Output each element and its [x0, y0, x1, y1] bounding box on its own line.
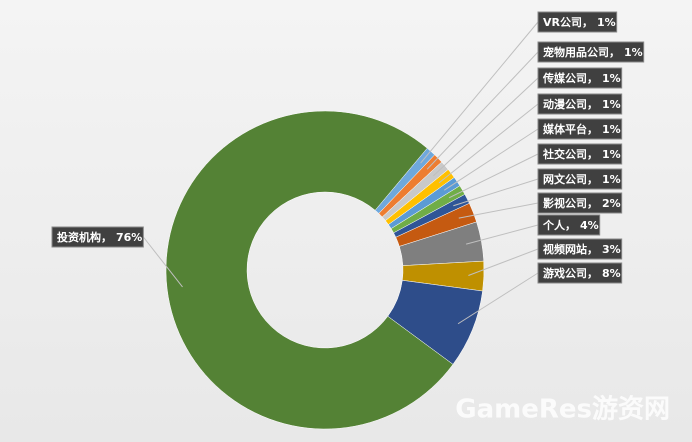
separator: ， — [587, 173, 598, 186]
value-label: 76% — [116, 231, 142, 244]
data-label: 个人， 4% — [537, 214, 601, 236]
leader-line — [458, 202, 539, 219]
data-label: 网文公司， 1% — [537, 168, 623, 190]
label-text: 动漫公司， 1% — [543, 97, 621, 111]
label-text: 网文公司， 1% — [543, 172, 621, 186]
leader-line — [438, 103, 539, 184]
value-label: 2% — [602, 197, 621, 210]
value-label: 1% — [624, 46, 643, 59]
label-box — [537, 168, 623, 190]
label-box — [537, 262, 623, 284]
value-label: 4% — [580, 219, 599, 232]
data-label: 影视公司， 2% — [537, 192, 623, 214]
label-text: 视频网站， 3% — [543, 242, 621, 256]
separator: ， — [587, 148, 598, 161]
label-text: 游戏公司， 8% — [543, 266, 621, 280]
category-name: VR公司 — [543, 16, 582, 29]
category-name: 社交公司 — [542, 147, 587, 161]
leader-line — [457, 272, 539, 325]
data-label: 传媒公司， 1% — [537, 67, 623, 89]
category-name: 宠物用品公司 — [543, 45, 609, 59]
separator: ， — [587, 123, 598, 136]
leader-line — [453, 178, 539, 207]
data-label: 投资机构， 76% — [51, 226, 144, 248]
leader-line — [420, 21, 539, 164]
label-box — [537, 238, 623, 260]
label-box — [537, 67, 623, 89]
label-text: 投资机构， 76% — [57, 230, 142, 244]
separator: ， — [587, 98, 598, 111]
leader-line — [426, 51, 539, 170]
value-label: 1% — [602, 72, 621, 85]
label-text: 宠物用品公司， 1% — [543, 45, 643, 59]
label-text: 传媒公司， 1% — [542, 71, 621, 85]
leader-line — [448, 153, 539, 199]
data-label: 社交公司， 1% — [537, 143, 623, 165]
data-label: 游戏公司， 8% — [537, 262, 623, 284]
value-label: 1% — [602, 173, 621, 186]
separator: ， — [582, 16, 593, 29]
value-label: 1% — [602, 98, 621, 111]
label-box — [537, 143, 623, 165]
leader-line — [443, 128, 539, 191]
separator: ， — [587, 243, 598, 256]
data-label: 宠物用品公司， 1% — [537, 41, 645, 63]
separator: ， — [587, 197, 598, 210]
leader-line — [142, 236, 183, 288]
category-name: 传媒公司 — [542, 71, 587, 85]
label-box — [537, 41, 645, 63]
data-label: 视频网站， 3% — [537, 238, 623, 260]
label-box — [537, 118, 623, 140]
separator: ， — [609, 46, 620, 59]
label-box — [537, 192, 623, 214]
category-name: 视频网站 — [543, 242, 587, 256]
leader-line — [432, 77, 539, 177]
leader-line — [466, 224, 539, 245]
label-text: 影视公司， 2% — [543, 196, 621, 210]
category-name: 投资机构 — [57, 230, 101, 244]
category-name: 个人 — [542, 218, 566, 232]
category-name: 动漫公司 — [543, 97, 587, 111]
category-name: 媒体平台 — [542, 122, 587, 136]
donut-segment — [165, 110, 454, 430]
label-text: 个人， 4% — [542, 218, 599, 232]
label-text: 社交公司， 1% — [542, 147, 621, 161]
leader-line — [468, 248, 539, 276]
data-label: VR公司， 1% — [537, 11, 618, 33]
label-box — [51, 226, 144, 248]
label-box — [537, 11, 618, 33]
label-text: 媒体平台， 1% — [542, 122, 621, 136]
category-name: 网文公司 — [543, 172, 587, 186]
value-label: 8% — [602, 267, 621, 280]
separator: ， — [101, 231, 112, 244]
category-name: 影视公司 — [543, 196, 587, 210]
data-label: 媒体平台， 1% — [537, 118, 623, 140]
separator: ， — [587, 267, 598, 280]
value-label: 3% — [602, 243, 621, 256]
separator: ， — [587, 72, 598, 85]
label-box — [537, 93, 623, 115]
value-label: 1% — [597, 16, 616, 29]
value-label: 1% — [602, 148, 621, 161]
data-label: 动漫公司， 1% — [537, 93, 623, 115]
value-label: 1% — [602, 123, 621, 136]
label-text: VR公司， 1% — [543, 16, 616, 29]
separator: ， — [565, 219, 576, 232]
watermark: GameRes游资网 — [455, 395, 670, 425]
category-name: 游戏公司 — [543, 266, 587, 280]
label-box — [537, 214, 601, 236]
